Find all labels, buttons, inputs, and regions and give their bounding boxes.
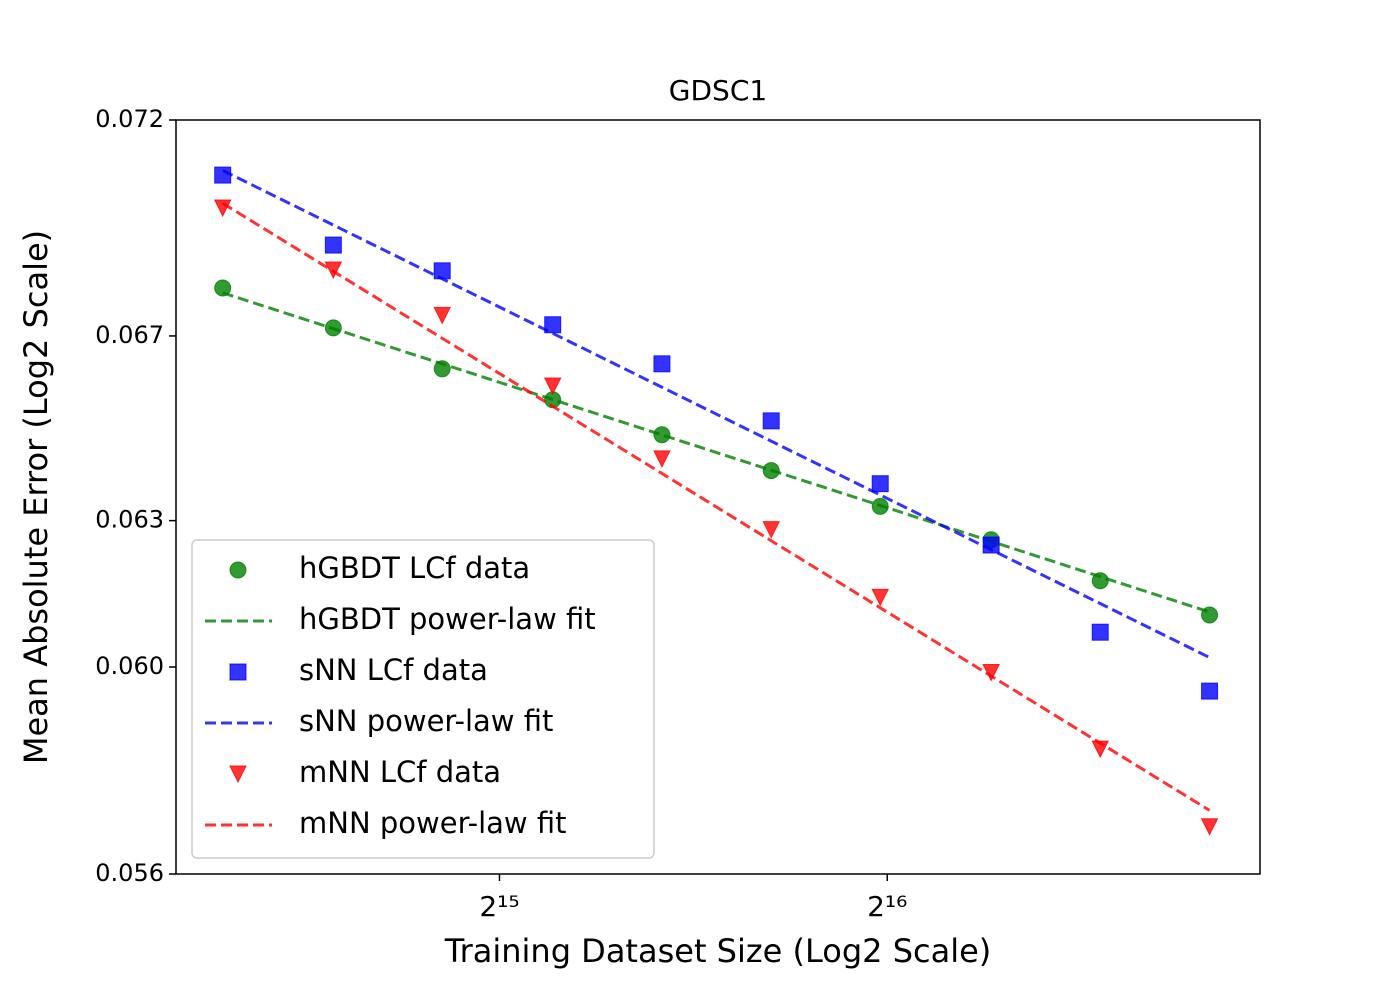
y-axis-label: Mean Absolute Error (Log2 Scale) — [17, 230, 55, 764]
data-point — [762, 521, 781, 539]
y-tick-label: 0.072 — [95, 105, 164, 133]
legend-label: sNN power-law fit — [299, 704, 553, 738]
x-tick-label: 2¹⁶ — [867, 890, 907, 923]
fit-line — [221, 201, 1211, 812]
data-point — [324, 236, 342, 254]
data-point — [871, 588, 890, 607]
legend-label: hGBDT power-law fit — [299, 602, 596, 636]
legend-label: sNN LCf data — [299, 653, 488, 687]
data-point — [433, 306, 452, 325]
chart-title: GDSC1 — [669, 74, 767, 107]
legend-swatch — [229, 561, 247, 579]
data-point — [762, 412, 780, 430]
x-axis-label: Training Dataset Size (Log2 Scale) — [444, 932, 992, 970]
fit-line — [222, 169, 1211, 659]
data-point — [214, 166, 232, 184]
data-point — [653, 450, 671, 468]
data-point — [543, 377, 562, 396]
y-tick-label: 0.067 — [95, 321, 164, 349]
data-point — [653, 355, 671, 373]
data-point — [1201, 682, 1219, 700]
data-point — [982, 664, 1000, 682]
y-tick-label: 0.063 — [95, 506, 164, 534]
y-tick-label: 0.056 — [95, 859, 164, 887]
data-point — [433, 262, 451, 280]
data-point — [1200, 818, 1219, 836]
data-point — [544, 316, 562, 334]
legend-swatch — [229, 663, 247, 681]
data-point — [653, 426, 671, 444]
data-point — [871, 475, 889, 493]
data-point — [1091, 623, 1109, 641]
legend-box — [191, 539, 655, 859]
plot-frame — [175, 119, 1261, 875]
legend-label: mNN LCf data — [299, 755, 501, 789]
legend: hGBDT LCf data hGBDT power-law fit sNN LCf… — [191, 539, 655, 859]
legend-label: mNN power-law fit — [299, 806, 567, 840]
legend-label: hGBDT LCf data — [299, 551, 530, 585]
x-tick-label: 2¹⁵ — [479, 890, 519, 923]
y-tick-label: 0.060 — [95, 652, 164, 680]
data-point — [214, 279, 232, 297]
fit-line — [222, 291, 1211, 614]
legend-swatch — [229, 765, 247, 784]
